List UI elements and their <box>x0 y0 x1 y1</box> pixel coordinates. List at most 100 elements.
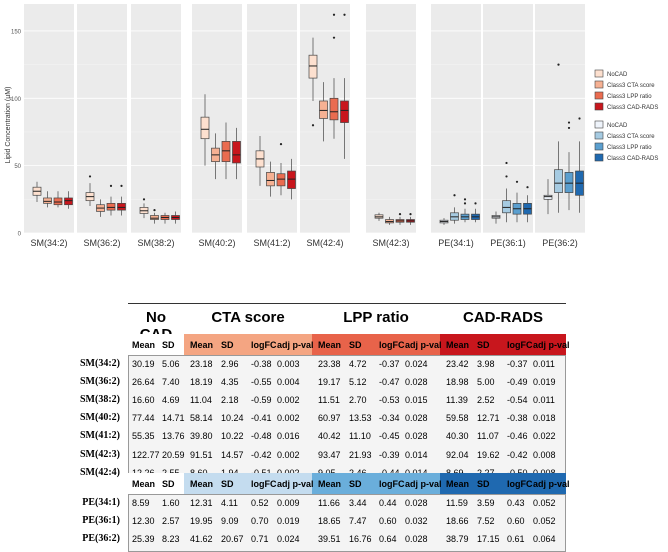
table-cell: 92.04 <box>446 449 469 460</box>
table-cell: 0.004 <box>277 377 300 388</box>
table-cell: 12.30 <box>132 516 155 527</box>
x-tick-label: SM(36:2) <box>83 238 120 248</box>
table-cell: 10.24 <box>221 413 244 424</box>
outlier-point <box>311 124 315 127</box>
table-cell: 39.80 <box>190 431 213 442</box>
table-cell: -0.53 <box>379 395 400 406</box>
panel-PE(36:2): PE(36:2) <box>535 4 585 248</box>
table-row-label: SM(42:3) <box>80 448 120 460</box>
header-band <box>440 473 566 494</box>
table-cell: 20.67 <box>221 534 244 545</box>
column-header: logFC <box>379 479 405 489</box>
box-class3-lpp-ratio <box>53 197 63 206</box>
table-cell: 2.57 <box>162 516 180 527</box>
outlier-point <box>463 198 467 201</box>
x-tick-label: SM(42:3) <box>372 238 409 248</box>
box-class3-lpp-ratio <box>106 203 116 211</box>
table-cell: -0.54 <box>507 395 528 406</box>
legend-label: Class3 LPP ratio <box>607 94 652 100</box>
table-cell: 8.60 <box>190 468 208 478</box>
column-header: Mean <box>190 479 214 489</box>
column-header: adj p-val <box>533 479 570 489</box>
table-cell: 1.94 <box>221 468 239 478</box>
panel-background <box>24 4 74 233</box>
table-cell: 0.014 <box>405 449 428 460</box>
table-cell: 25.39 <box>132 534 155 545</box>
legend-label: NoCAD <box>607 123 628 129</box>
table-cell: 19.95 <box>190 516 213 527</box>
table-cell: -0.41 <box>251 413 272 424</box>
table-cell: 0.028 <box>405 377 428 388</box>
table-cell: 19.62 <box>477 449 500 460</box>
outlier-point <box>505 161 508 165</box>
table-cell: 3.44 <box>349 498 367 508</box>
table-cell: 4.11 <box>221 498 238 508</box>
outlier-point <box>515 180 519 183</box>
table-cell: 0.064 <box>533 534 556 545</box>
table-cell: 3.59 <box>477 498 495 508</box>
table-cell: -0.50 <box>507 468 528 478</box>
table-cell: -0.37 <box>507 359 528 369</box>
table-cell: -0.37 <box>379 359 400 369</box>
outlier-point <box>505 175 508 178</box>
table-cell: 9.05 <box>318 468 336 478</box>
table-cell: 8.59 <box>132 498 150 508</box>
column-header: Mean <box>446 479 470 489</box>
panel-background <box>366 4 416 233</box>
boxplot-figure: Lipid Concentration (µM) 0 50 100 150 SM(34:… <box>5 4 658 248</box>
table-row-label: SM(42:4) <box>80 466 120 478</box>
box-class3-cta-score <box>150 215 159 220</box>
column-header: SD <box>162 479 175 489</box>
table-cell: 0.008 <box>533 468 556 478</box>
table-body <box>128 355 566 486</box>
header-band <box>128 473 184 494</box>
outlier-point <box>153 209 156 212</box>
table-cell: 4.35 <box>221 377 239 388</box>
table-cell: 0.032 <box>405 516 428 527</box>
table-cell: 14.71 <box>162 413 185 424</box>
outlier-point <box>109 184 113 187</box>
table-cell: 11.59 <box>446 498 468 508</box>
table-cell: 21.93 <box>349 449 372 460</box>
outlier-point <box>463 202 467 205</box>
table-cell: 5.12 <box>349 377 367 388</box>
table-cell: 0.002 <box>277 449 300 460</box>
box-class3-lpp-ratio <box>221 141 231 162</box>
table-cell: 7.40 <box>162 377 180 388</box>
table-cell: 0.52 <box>251 498 269 508</box>
table-cell: 30.19 <box>132 359 155 369</box>
table-cell: 8.23 <box>162 534 180 545</box>
box-class3-cta-score <box>43 197 52 204</box>
table-cell: 8.69 <box>446 468 464 478</box>
y-axis-label: Lipid Concentration (µM) <box>5 87 12 164</box>
header-band <box>184 473 312 494</box>
table-cell: 59.58 <box>446 413 469 424</box>
box-class3-lpp-ratio <box>564 172 574 193</box>
table-cell: 26.64 <box>132 377 155 388</box>
outlier-point <box>88 175 92 178</box>
table-cell: 2.27 <box>477 468 495 478</box>
outlier-point <box>567 121 571 124</box>
x-tick-label: SM(38:2) <box>137 238 174 248</box>
table-cell: 0.003 <box>277 359 300 369</box>
table-cell: 0.002 <box>277 395 300 406</box>
panel-background <box>535 4 585 233</box>
box-class3-cta-score <box>502 200 511 214</box>
panel-PE(34:1): PE(34:1) <box>431 4 481 248</box>
table-cell: 13.76 <box>162 431 185 442</box>
table-cell: -0.51 <box>251 468 272 478</box>
legend-label: Class3 CAD-RADS <box>607 156 658 162</box>
column-header: SD <box>221 479 234 489</box>
table-cell: -0.38 <box>251 359 272 369</box>
table-cell: 4.69 <box>162 395 180 406</box>
table-cell: 0.028 <box>405 431 428 442</box>
column-header: Mean <box>318 340 342 350</box>
table-cell: 0.002 <box>277 413 300 424</box>
outlier-point <box>474 202 477 205</box>
panel-background <box>483 4 533 233</box>
y-tick-label: 100 <box>11 97 22 103</box>
outlier-point <box>453 194 456 197</box>
table-cell: 3.98 <box>477 359 495 369</box>
table-cell: 11.51 <box>318 395 340 406</box>
